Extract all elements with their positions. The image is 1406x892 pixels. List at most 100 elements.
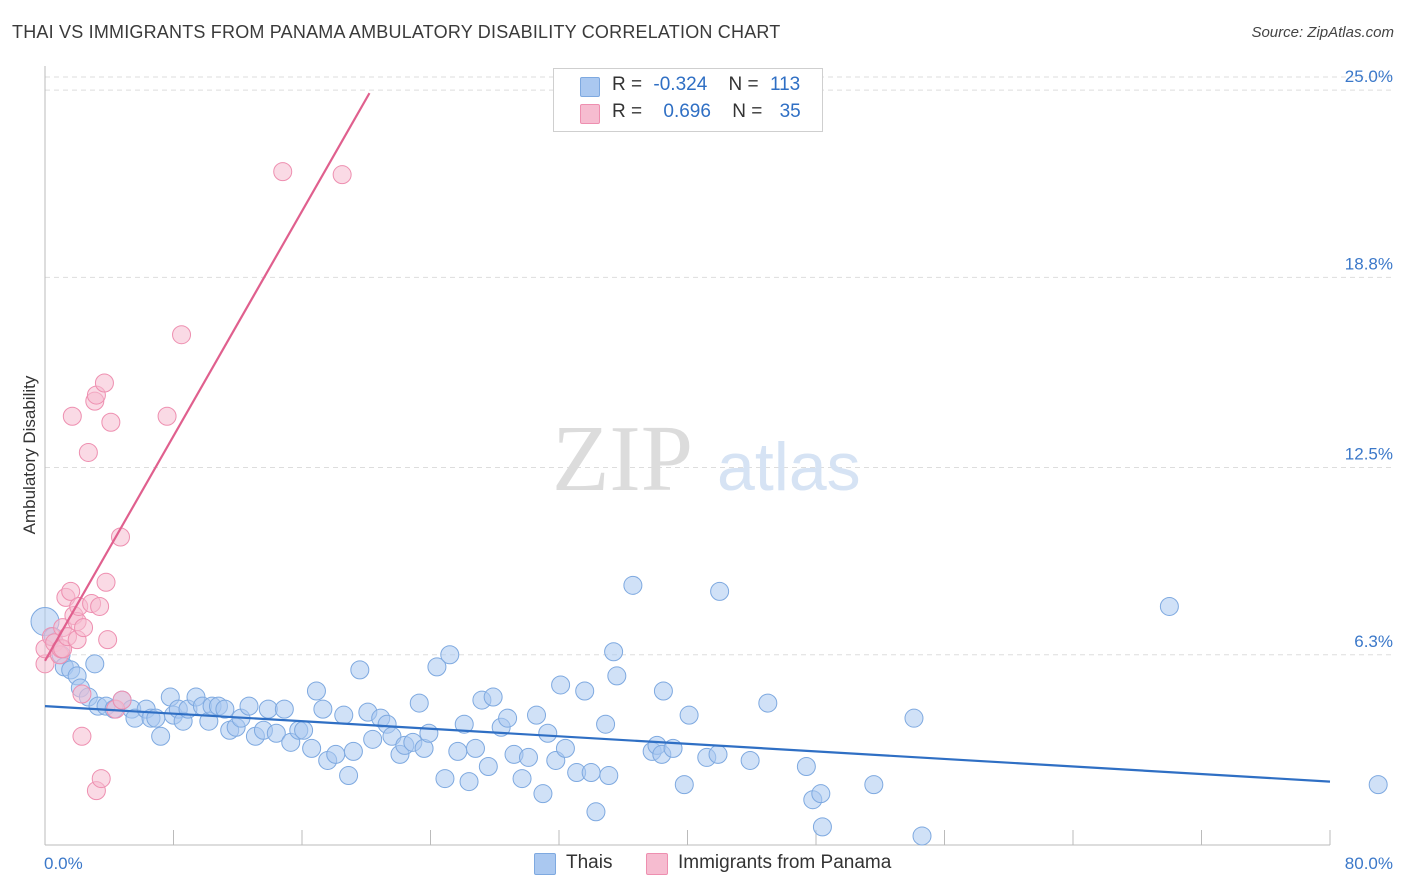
thais-point <box>710 581 730 601</box>
panama-trend-line <box>44 92 371 662</box>
panama-point <box>62 406 82 426</box>
thais-point <box>527 705 547 725</box>
panama-point <box>78 442 98 462</box>
thais-point <box>239 696 259 716</box>
panama-point <box>74 618 94 638</box>
thais-point <box>448 741 468 761</box>
panama-point <box>61 581 81 601</box>
thais-point <box>419 723 439 743</box>
thais-point <box>599 766 619 786</box>
thais-point <box>459 772 479 792</box>
panama-point <box>72 684 92 704</box>
thais-point <box>904 708 924 728</box>
thais-point <box>518 747 538 767</box>
thais-point <box>440 645 460 665</box>
thais-point <box>758 693 778 713</box>
y-tick-label: 18.8% <box>1345 254 1393 273</box>
thais-point <box>85 654 105 674</box>
gridlines <box>45 76 1393 656</box>
thais-point <box>294 720 314 740</box>
panama-point <box>98 630 118 650</box>
thais-point <box>512 769 532 789</box>
x-tick-label-max: 80.0% <box>1345 854 1393 873</box>
thais-point <box>596 714 616 734</box>
thais-swatch <box>534 853 556 875</box>
thais-point <box>478 756 498 776</box>
thais-point <box>266 723 286 743</box>
axes <box>44 66 1331 846</box>
thais-point <box>326 744 346 764</box>
legend-r-value: 0.696 <box>663 101 711 122</box>
thais-point <box>864 775 884 795</box>
legend-swatch-blue <box>580 77 600 97</box>
thais-point <box>607 666 627 686</box>
watermark-zip: ZIP <box>552 407 693 511</box>
thais-point <box>454 714 474 734</box>
thais-point <box>551 675 571 695</box>
panama-points <box>35 162 352 801</box>
thais-point <box>274 699 294 719</box>
y-tick-label: 6.3% <box>1354 632 1393 651</box>
thais-point <box>483 687 503 707</box>
legend-n-label: N = <box>732 101 763 122</box>
correlation-legend: R = -0.324 N = 113 R = 0.696 N = 35 <box>553 68 823 132</box>
panama-point <box>273 162 293 182</box>
panama-point <box>157 406 177 426</box>
y-axis-label: Ambulatory Disability <box>20 375 39 534</box>
thais-point <box>581 763 601 783</box>
thais-point <box>465 738 485 758</box>
thais-point <box>623 575 643 595</box>
legend-n-label: N = <box>728 74 759 95</box>
thais-point <box>334 705 354 725</box>
trend-lines <box>44 92 1331 783</box>
thais-point <box>912 826 932 846</box>
thais-point <box>350 660 370 680</box>
chart-title: THAI VS IMMIGRANTS FROM PANAMA AMBULATOR… <box>12 22 781 42</box>
thais-point <box>306 681 326 701</box>
panama-point <box>90 596 110 616</box>
panama-point <box>172 325 192 345</box>
watermark-atlas: atlas <box>717 429 861 505</box>
thais-point <box>708 744 728 764</box>
panama-point <box>101 412 121 432</box>
thais-point <box>498 708 518 728</box>
thais-point <box>343 741 363 761</box>
panama-point <box>94 373 114 393</box>
thais-point <box>555 738 575 758</box>
panama-point <box>112 690 132 710</box>
thais-point <box>435 769 455 789</box>
thais-point <box>302 738 322 758</box>
source-credit: Source: ZipAtlas.com <box>1251 24 1394 41</box>
thais-point <box>1159 596 1179 616</box>
thais-point <box>409 693 429 713</box>
thais-point <box>258 699 278 719</box>
legend-r-label: R = <box>612 101 643 122</box>
y-tick-label: 25.0% <box>1345 67 1393 86</box>
thais-point <box>679 705 699 725</box>
thais-point <box>533 784 553 804</box>
legend-r-label: R = <box>612 74 643 95</box>
panama-point <box>96 572 116 592</box>
tick-labels: 6.3% 12.5% 18.8% 25.0% 0.0% 80.0% <box>44 67 1393 873</box>
legend-n-value: 35 <box>779 101 801 122</box>
thais-point <box>151 726 171 746</box>
watermark: ZIP atlas <box>552 407 861 511</box>
panama-label: Immigrants from Panama <box>678 852 892 873</box>
thais-trend-line <box>44 705 1331 783</box>
legend-r-value: -0.324 <box>653 74 708 95</box>
thais-point <box>604 642 624 662</box>
panama-point <box>332 165 352 185</box>
thais-point <box>1368 775 1388 795</box>
thais-point <box>313 699 333 719</box>
x-tick-label-min: 0.0% <box>44 854 83 873</box>
thais-point <box>427 657 447 677</box>
panama-point <box>91 769 111 789</box>
panama-point <box>72 726 92 746</box>
thais-point <box>575 681 595 701</box>
thais-point <box>740 750 760 770</box>
thais-point <box>586 802 606 822</box>
thais-point <box>674 775 694 795</box>
legend-swatch-pink <box>580 104 600 124</box>
thais-point <box>812 817 832 837</box>
thais-point <box>215 699 235 719</box>
